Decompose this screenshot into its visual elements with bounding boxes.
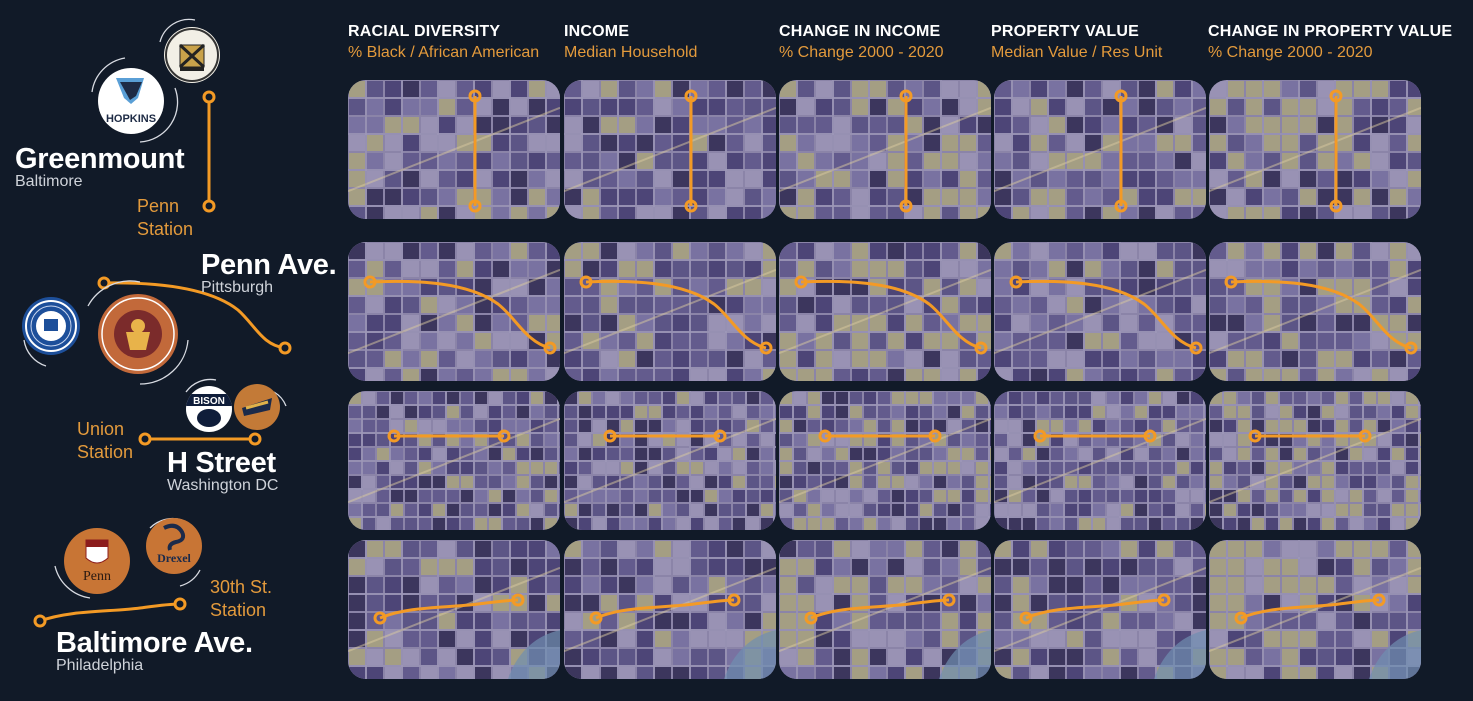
column-header-change-in-income: CHANGE IN INCOME % Change 2000 - 2020 [779,22,994,64]
corridor-route [468,89,482,213]
carnegie-mellon-logo [98,294,178,374]
column-header-property-value: PROPERTY VALUE Median Value / Res Unit [991,22,1206,64]
station-label-30th-st: 30th St. Station [210,576,272,622]
column-title: PROPERTY VALUE [991,23,1140,40]
penn-ave-corridor-line [103,281,286,350]
map-tile-h-street-change-in-income [779,391,991,530]
corridor-route [589,593,741,625]
station-line: Station [77,442,134,462]
map-tile-baltimore-ave-change-in-property-value [1209,540,1421,679]
corridor-route [794,275,988,355]
baltimore-ave-corridor-line [39,602,181,623]
corridor-endpoint [173,597,187,611]
corridor-endpoint [33,614,47,628]
column-title: RACIAL DIVERSITY [348,23,501,40]
corridor-endpoint [248,432,262,446]
corridor-label-penn-ave: Penn Ave. Pittsburgh [201,249,337,296]
column-subtitle: % Black / African American [348,44,540,61]
map-tile-penn-ave-change-in-property-value [1209,242,1421,381]
column-subtitle: Median Value / Res Unit [991,44,1163,61]
map-tile-greenmount-property-value [994,80,1206,219]
map-tile-greenmount-change-in-property-value [1209,80,1421,219]
corridor-route [818,429,942,443]
corridor-label-greenmount: Greenmount Baltimore [15,143,185,190]
corridor-endpoint [202,90,216,104]
column-header-change-in-property-value: CHANGE IN PROPERTY VALUE % Change 2000 -… [1208,22,1453,64]
corridor-city: Baltimore [15,173,83,190]
station-line: Station [210,600,267,620]
station-label-union: Union Station [77,418,133,464]
column-title: CHANGE IN PROPERTY VALUE [1208,23,1453,40]
station-label-penn: Penn Station [137,195,193,241]
station-line: Penn [137,196,180,216]
station-line: 30th St. [210,577,273,597]
corridor-route [579,275,773,355]
corridor-route [1019,593,1171,625]
corridor-route [1009,275,1203,355]
corridor-route [363,275,557,355]
corridor-label-h-street: H Street Washington DC [167,448,278,494]
corridor-endpoint [202,199,216,213]
corridor-endpoint [138,432,152,446]
drexel-logo-text: Drexel [157,551,191,565]
station-line: Station [137,219,194,239]
corridor-label-baltimore-ave: Baltimore Ave. Philadelphia [56,628,253,674]
map-tile-baltimore-ave-change-in-income [779,540,991,679]
corridor-name: H Street [167,447,276,479]
corridor-route [387,429,511,443]
map-tile-h-street-property-value [994,391,1206,530]
penn-logo: Penn [64,528,130,594]
map-tile-baltimore-ave-income [564,540,776,679]
column-title: CHANGE IN INCOME [779,23,941,40]
corridor-route [899,89,913,213]
map-tile-penn-ave-change-in-income [779,242,991,381]
map-tile-greenmount-change-in-income [779,80,991,219]
johns-hopkins-logo: HOPKINS [98,68,164,134]
corridor-route [1033,429,1157,443]
map-tile-penn-ave-property-value [994,242,1206,381]
university-of-maryland-logo [164,27,220,83]
corridor-name: Greenmount [15,143,185,175]
hopkins-logo-text: HOPKINS [106,113,156,125]
university-of-pittsburgh-logo [22,297,80,355]
column-subtitle: % Change 2000 - 2020 [779,44,944,61]
penn-logo-text: Penn [83,569,111,584]
corridor-route [603,429,727,443]
gallaudet-logo [234,384,280,430]
corridor-city: Philadelphia [56,657,144,674]
corridor-name: Penn Ave. [201,249,337,281]
map-tile-baltimore-ave-racial-diversity [348,540,560,679]
corridor-endpoint [278,341,292,355]
map-tile-penn-ave-income [564,242,776,381]
corridor-route [1248,429,1372,443]
station-line: Union [77,419,125,439]
corridor-route [1234,593,1386,625]
drexel-logo: Drexel [146,518,202,574]
map-tile-penn-ave-racial-diversity [348,242,560,381]
map-tile-greenmount-racial-diversity [348,80,560,219]
howard-bison-logo: BISON [186,386,232,432]
map-tile-h-street-racial-diversity [348,391,560,530]
corridor-city: Pittsburgh [201,279,274,296]
column-subtitle: % Change 2000 - 2020 [1208,44,1373,61]
corridor-route [684,89,698,213]
map-tile-h-street-change-in-property-value [1209,391,1421,530]
column-subtitle: Median Household [564,44,698,61]
corridor-city: Washington DC [167,477,279,494]
column-header-racial-diversity: RACIAL DIVERSITY % Black / African Ameri… [348,22,563,64]
corridor-route [373,593,525,625]
map-tile-baltimore-ave-property-value [994,540,1206,679]
map-tile-h-street-income [564,391,776,530]
corridor-route [1224,275,1418,355]
corridor-route [1329,89,1343,213]
corridor-route [1114,89,1128,213]
map-tile-greenmount-income [564,80,776,219]
bison-logo-text: BISON [193,396,225,407]
column-title: INCOME [564,23,630,40]
column-header-income: INCOME Median Household [564,22,779,64]
corridor-route [804,593,956,625]
corridor-name: Baltimore Ave. [56,627,253,659]
